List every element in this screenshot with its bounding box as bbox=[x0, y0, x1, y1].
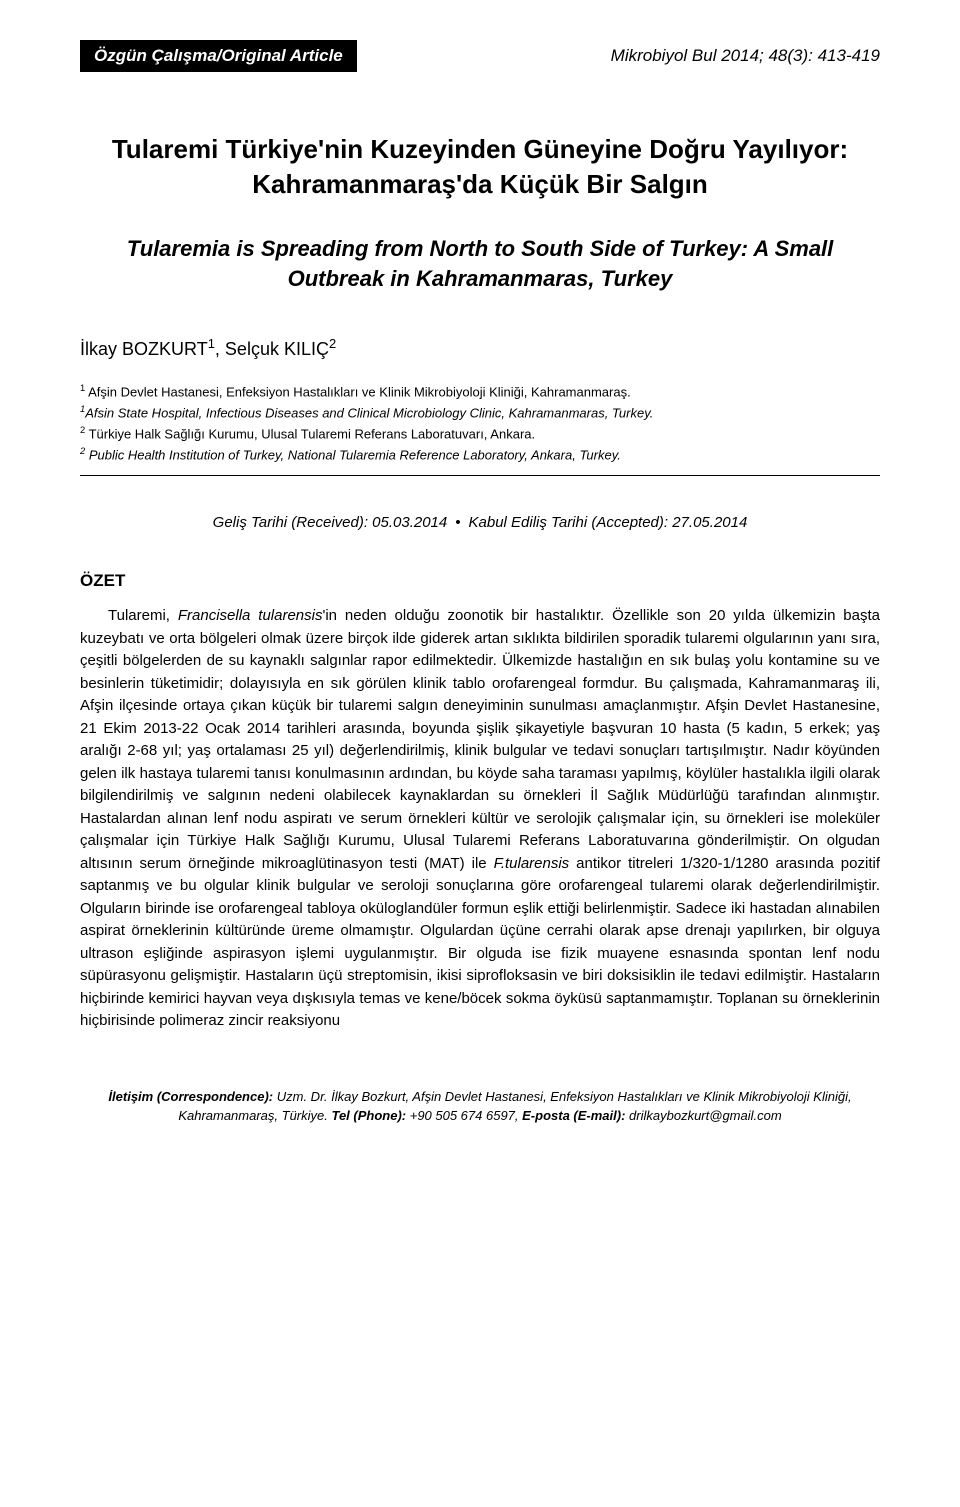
abstract-text-1: 'in neden olduğu zoonotik bir hastalıktı… bbox=[80, 607, 880, 872]
header-row: Özgün Çalışma/Original Article Mikrobiyo… bbox=[80, 40, 880, 72]
abstract-heading: ÖZET bbox=[80, 571, 880, 591]
affiliation-2-text: Türkiye Halk Sağlığı Kurumu, Ulusal Tula… bbox=[85, 426, 535, 441]
affiliation-1-text: Afşin Devlet Hastanesi, Enfeksiyon Hasta… bbox=[85, 384, 631, 399]
authors: İlkay BOZKURT1, Selçuk KILIÇ2 bbox=[80, 336, 880, 360]
affiliation-2-en-text: Public Health Institution of Turkey, Nat… bbox=[85, 447, 621, 462]
accepted-label: Kabul Ediliş Tarihi (Accepted): bbox=[469, 514, 673, 531]
author-1: İlkay BOZKURT bbox=[80, 339, 208, 359]
affiliation-1-en-text: Afsin State Hospital, Infectious Disease… bbox=[85, 405, 653, 420]
abstract-lead: Tularemi, bbox=[108, 607, 178, 624]
divider bbox=[80, 475, 880, 476]
article-title: Tularemi Türkiye'nin Kuzeyinden Güneyine… bbox=[80, 132, 880, 202]
scientific-name-1: Francisella tularensis bbox=[178, 607, 323, 624]
author-1-sup: 1 bbox=[208, 336, 215, 351]
scientific-name-2: F.tularensis bbox=[494, 855, 570, 872]
article-type-badge: Özgün Çalışma/Original Article bbox=[80, 40, 357, 72]
affiliation-1: 1 Afşin Devlet Hastanesi, Enfeksiyon Has… bbox=[80, 382, 880, 402]
received-value: 05.03.2014 bbox=[372, 514, 447, 531]
affiliations: 1 Afşin Devlet Hastanesi, Enfeksiyon Has… bbox=[80, 382, 880, 466]
affiliation-1-en: 1Afsin State Hospital, Infectious Diseas… bbox=[80, 403, 880, 423]
affiliation-2-en: 2 Public Health Institution of Turkey, N… bbox=[80, 445, 880, 465]
bullet-separator: • bbox=[455, 514, 460, 531]
abstract-body: Tularemi, Francisella tularensis'in nede… bbox=[80, 605, 880, 1033]
author-2: Selçuk KILIÇ bbox=[225, 339, 329, 359]
correspondence: İletişim (Correspondence): Uzm. Dr. İlka… bbox=[80, 1087, 880, 1126]
email-label: E-posta (E-mail): bbox=[522, 1108, 625, 1123]
tel-value: +90 505 674 6597, bbox=[406, 1108, 522, 1123]
author-2-sup: 2 bbox=[329, 336, 336, 351]
abstract-text-2: antikor titreleri 1/320-1/1280 arasında … bbox=[80, 855, 880, 1030]
affiliation-2: 2 Türkiye Halk Sağlığı Kurumu, Ulusal Tu… bbox=[80, 424, 880, 444]
received-label: Geliş Tarihi (Received): bbox=[213, 514, 373, 531]
journal-reference: Mikrobiyol Bul 2014; 48(3): 413-419 bbox=[611, 46, 880, 66]
accepted-value: 27.05.2014 bbox=[672, 514, 747, 531]
tel-label: Tel (Phone): bbox=[331, 1108, 406, 1123]
correspondence-label: İletişim (Correspondence): bbox=[108, 1089, 273, 1104]
article-subtitle: Tularemia is Spreading from North to Sou… bbox=[80, 234, 880, 293]
dates-row: Geliş Tarihi (Received): 05.03.2014 • Kabu… bbox=[80, 514, 880, 531]
email-value: drilkaybozkurt@gmail.com bbox=[625, 1108, 781, 1123]
